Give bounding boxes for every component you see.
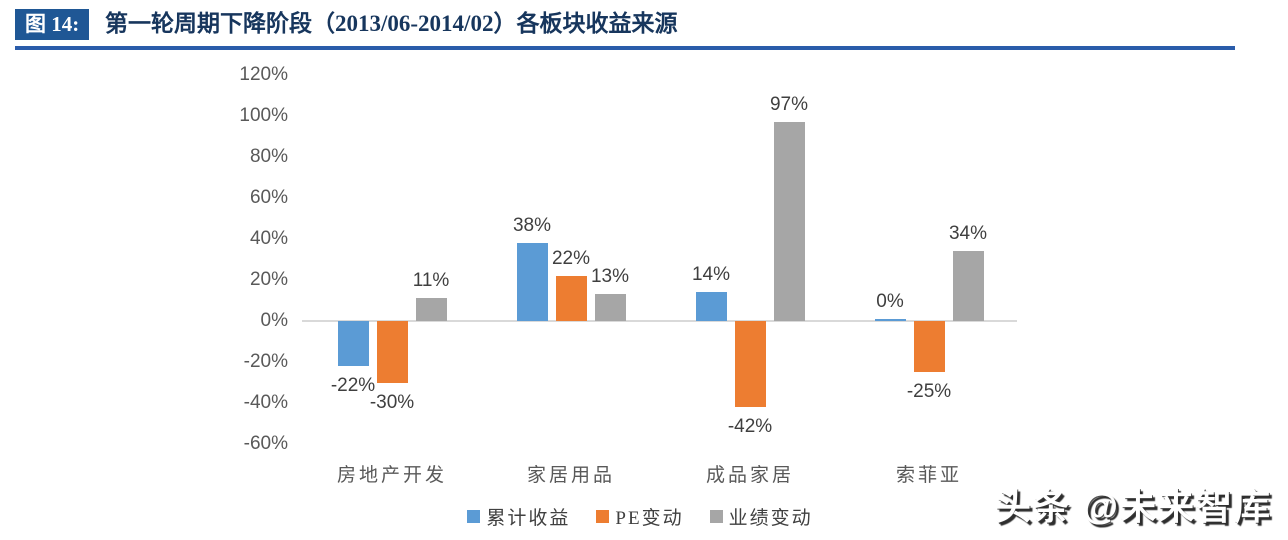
- title-underline: [15, 46, 1235, 50]
- legend-item: 累计收益: [467, 503, 570, 530]
- bar: [555, 275, 587, 321]
- legend-item: 业绩变动: [709, 503, 813, 530]
- bar-value-label: -25%: [906, 381, 952, 403]
- bar: [695, 292, 727, 321]
- y-tick-label: -40%: [243, 392, 288, 413]
- legend-label: 累计收益: [486, 508, 571, 529]
- bar: [516, 243, 548, 321]
- bar: [874, 318, 906, 321]
- bar-value-label: -30%: [369, 391, 415, 413]
- bar: [773, 122, 805, 321]
- chart-title: 第一轮周期下降阶段（2013/06-2014/02）各板块收益来源: [105, 11, 678, 36]
- bar: [952, 251, 984, 321]
- legend-swatch: [709, 510, 723, 523]
- bar-value-label: 11%: [412, 270, 450, 292]
- y-tick-label: -60%: [243, 433, 288, 454]
- watermark-text: 头条 @未来智库: [994, 486, 1272, 527]
- bar-value-label: 97%: [769, 94, 809, 116]
- figure-number-badge: 图 14:: [15, 9, 90, 40]
- bar-value-label: 14%: [691, 264, 731, 286]
- bar: [594, 294, 626, 321]
- legend-label: 业绩变动: [728, 508, 813, 529]
- y-tick-label: 120%: [239, 64, 288, 85]
- bar-value-label: 13%: [590, 266, 630, 288]
- y-tick-label: 60%: [249, 187, 288, 208]
- category-label: 成品家居: [705, 465, 794, 486]
- legend-swatch: [467, 510, 481, 523]
- y-tick-label: 80%: [249, 146, 288, 167]
- category-label: 索菲亚: [895, 465, 962, 486]
- legend-label: PE变动: [615, 508, 684, 529]
- y-tick-label: -20%: [243, 351, 288, 372]
- y-tick-label: 40%: [249, 228, 288, 249]
- y-tick-label: 100%: [239, 105, 288, 126]
- bar: [337, 321, 369, 367]
- bar-value-label: 38%: [512, 215, 552, 237]
- bar-value-label: -22%: [330, 375, 376, 397]
- bar-value-label: 22%: [551, 247, 591, 269]
- y-tick-label: 0%: [260, 310, 288, 331]
- legend-swatch: [596, 510, 610, 523]
- bar-value-label: -42%: [727, 416, 773, 438]
- category-label: 房地产开发: [336, 465, 447, 486]
- chart-legend: 累计收益 PE变动 业绩变动: [250, 503, 1030, 530]
- legend-item: PE变动: [596, 503, 683, 530]
- x-axis-line: [302, 320, 1017, 322]
- bar: [415, 298, 447, 321]
- bar: [913, 321, 945, 373]
- y-tick-label: 20%: [249, 269, 288, 290]
- bar: [376, 321, 408, 383]
- bar-value-label: 0%: [876, 290, 904, 312]
- bar: [734, 321, 766, 408]
- category-label: 家居用品: [526, 465, 615, 486]
- bar-value-label: 34%: [948, 223, 988, 245]
